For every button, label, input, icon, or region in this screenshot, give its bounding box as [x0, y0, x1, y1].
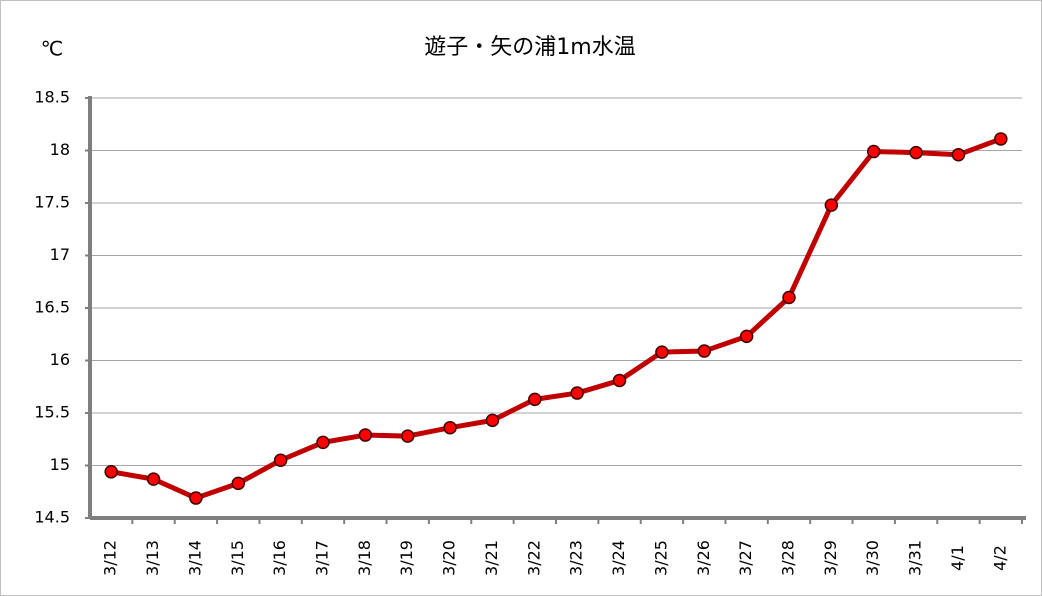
y-tick-label: 15	[50, 455, 70, 474]
point-marker	[994, 132, 1008, 146]
x-tick-label: 4/1	[948, 545, 967, 571]
point-marker	[273, 453, 288, 467]
point-marker	[909, 145, 923, 160]
x-tick-label: 4/2	[990, 545, 1009, 571]
point-marker	[528, 392, 542, 407]
point-marker	[231, 476, 246, 491]
y-tick-label: 15.5	[34, 403, 70, 422]
point-marker	[739, 329, 754, 344]
x-tick-label: 3/19	[397, 540, 416, 576]
x-tick-label: 3/26	[694, 540, 713, 576]
y-tick-label: 18	[50, 140, 70, 159]
point-marker	[655, 345, 669, 359]
x-tick-label: 3/15	[228, 540, 247, 576]
point-marker	[485, 413, 500, 428]
x-tick-label: 3/23	[567, 540, 586, 576]
x-tick-label: 3/18	[355, 540, 374, 576]
point-marker	[104, 465, 118, 479]
chart-title: 遊子・矢の浦1m水温	[424, 35, 635, 60]
x-tick-label: 3/24	[609, 540, 628, 576]
y-tick-label: 16	[50, 350, 70, 369]
point-marker	[400, 429, 415, 443]
y-tick-label: 17.5	[34, 193, 70, 212]
x-tick-label: 3/27	[736, 540, 755, 576]
x-tick-label: 3/16	[270, 540, 289, 576]
y-axis-label: ℃	[41, 37, 63, 61]
x-tick-label: 3/31	[906, 540, 925, 576]
point-marker	[697, 344, 712, 358]
x-tick-label: 3/22	[524, 540, 543, 576]
series-line	[110, 136, 1002, 501]
point-marker	[316, 435, 330, 450]
x-tick-label: 3/20	[440, 540, 459, 576]
point-marker	[612, 373, 627, 388]
x-tick-label: 3/12	[101, 540, 120, 576]
point-marker	[189, 491, 203, 505]
y-tick-label: 14.5	[34, 508, 70, 527]
y-tick-label: 18.5	[34, 88, 70, 107]
point-marker	[358, 428, 373, 442]
x-tick-label: 3/17	[313, 540, 332, 576]
x-tick-label: 3/13	[143, 540, 162, 576]
y-tick-label: 16.5	[34, 298, 70, 317]
point-marker	[570, 386, 584, 400]
x-tick-label: 3/30	[863, 540, 882, 576]
point-marker	[824, 198, 839, 212]
x-tick-label: 3/21	[482, 540, 501, 576]
point-marker	[146, 472, 161, 486]
point-marker	[782, 290, 796, 305]
x-tick-label: 3/25	[651, 540, 670, 576]
x-tick-label: 3/28	[779, 540, 798, 576]
point-marker	[866, 144, 881, 159]
y-tick-label: 17	[50, 245, 70, 264]
point-marker	[951, 147, 966, 162]
x-tick-label: 3/29	[821, 540, 840, 576]
point-marker	[443, 420, 457, 435]
x-tick-label: 3/14	[185, 540, 204, 576]
